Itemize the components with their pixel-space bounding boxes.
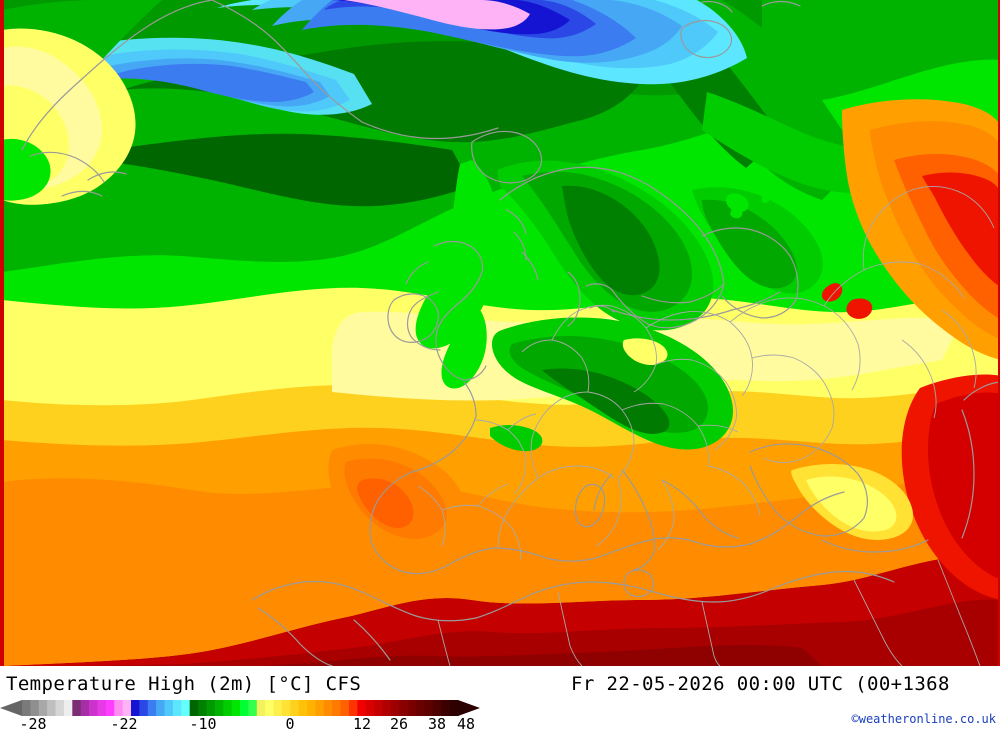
colorbar-tick-label: 26 bbox=[389, 715, 409, 733]
colorbar-low-arrow bbox=[0, 700, 22, 716]
colorbar-high-arrow bbox=[458, 700, 480, 716]
colorbar-swatch bbox=[156, 700, 165, 716]
colorbar-swatch bbox=[424, 700, 434, 716]
colorbar-swatch bbox=[114, 700, 124, 716]
colorbar-swatch bbox=[256, 700, 266, 716]
colorbar-swatch bbox=[265, 700, 274, 716]
colorbar-tick-label: -10 bbox=[189, 715, 217, 733]
colorbar-swatch bbox=[22, 700, 31, 716]
colorbar-tick-label: -28 bbox=[19, 715, 47, 733]
map-left-border bbox=[2, 0, 4, 666]
colorbar-swatch bbox=[449, 700, 459, 716]
colorbar-swatch bbox=[382, 700, 392, 716]
colorbar-tick-labels: -28 -22 -10 0 12 26 38 48 bbox=[0, 715, 480, 733]
colorbar-swatch bbox=[349, 700, 358, 716]
colorbar-tick-label: -22 bbox=[110, 715, 138, 733]
colorbar-swatch bbox=[248, 700, 258, 716]
map-title: Temperature High (2m) [°C] CFS bbox=[6, 673, 362, 695]
colorbar-swatch bbox=[323, 700, 333, 716]
copyright-label: ©weatheronline.co.uk bbox=[851, 712, 997, 726]
colorbar-swatch bbox=[147, 700, 157, 716]
colorbar-swatch bbox=[290, 700, 300, 716]
temperature-colorbar[interactable]: -28 -22 -10 0 12 26 38 48 bbox=[0, 699, 480, 733]
colorbar-swatch bbox=[198, 700, 207, 716]
colorbar-swatch bbox=[172, 700, 182, 716]
colorbar-swatch bbox=[416, 700, 425, 716]
colorbar-swatch bbox=[307, 700, 316, 716]
colorbar-swatch bbox=[181, 700, 191, 716]
colorbar-swatch bbox=[105, 700, 115, 716]
colorbar-swatch bbox=[315, 700, 325, 716]
colorbar-swatch bbox=[80, 700, 90, 716]
colorbar-swatch bbox=[55, 700, 65, 716]
colorbar-tick-label: 48 bbox=[456, 715, 476, 733]
colorbar-swatch bbox=[206, 700, 216, 716]
colorbar-swatch bbox=[390, 700, 400, 716]
colorbar-swatch bbox=[441, 700, 451, 716]
colorbar-swatch bbox=[374, 700, 383, 716]
country-borders-layer bbox=[417, 186, 995, 666]
temperature-contour-field bbox=[2, 0, 998, 666]
colorbar-swatch bbox=[399, 700, 409, 716]
colorbar-swatch bbox=[47, 700, 56, 716]
colorbar-swatch bbox=[38, 700, 48, 716]
colorbar-swatch bbox=[340, 700, 350, 716]
colorbar-swatch bbox=[357, 700, 367, 716]
colorbar-swatch bbox=[365, 700, 375, 716]
colorbar-swatch bbox=[432, 700, 442, 716]
colorbar-swatch bbox=[332, 700, 342, 716]
coastline-layer bbox=[21, 0, 998, 666]
colorbar-swatch bbox=[223, 700, 233, 716]
colorbar-tick-label: 38 bbox=[427, 715, 447, 733]
colorbar-tick-label: 12 bbox=[352, 715, 372, 733]
colorbar-swatch bbox=[97, 700, 107, 716]
colorbar-swatch bbox=[164, 700, 174, 716]
colorbar-swatch bbox=[273, 700, 283, 716]
temperature-map[interactable] bbox=[0, 0, 1000, 666]
colorbar-swatch bbox=[63, 700, 73, 716]
colorbar-swatch bbox=[72, 700, 82, 716]
colorbar-swatch bbox=[407, 700, 417, 716]
colorbar-swatch bbox=[89, 700, 98, 716]
colorbar-swatch bbox=[30, 700, 40, 716]
colorbar-swatch bbox=[240, 700, 249, 716]
valid-datetime-label: Fr 22-05-2026 00:00 UTC (00+1368 bbox=[571, 673, 950, 695]
colorbar-swatch bbox=[231, 700, 241, 716]
map-footer: Temperature High (2m) [°C] CFS Fr 22-05-… bbox=[0, 666, 1000, 733]
colorbar-swatch bbox=[189, 700, 199, 716]
colorbar-swatch bbox=[281, 700, 291, 716]
colorbar-swatch bbox=[139, 700, 149, 716]
colorbar-swatch bbox=[214, 700, 224, 716]
colorbar-tick-label: 0 bbox=[285, 715, 295, 733]
colorbar-swatch bbox=[298, 700, 308, 716]
colorbar-swatches bbox=[0, 700, 480, 716]
colorbar-swatch bbox=[131, 700, 140, 716]
colorbar-swatch bbox=[122, 700, 132, 716]
